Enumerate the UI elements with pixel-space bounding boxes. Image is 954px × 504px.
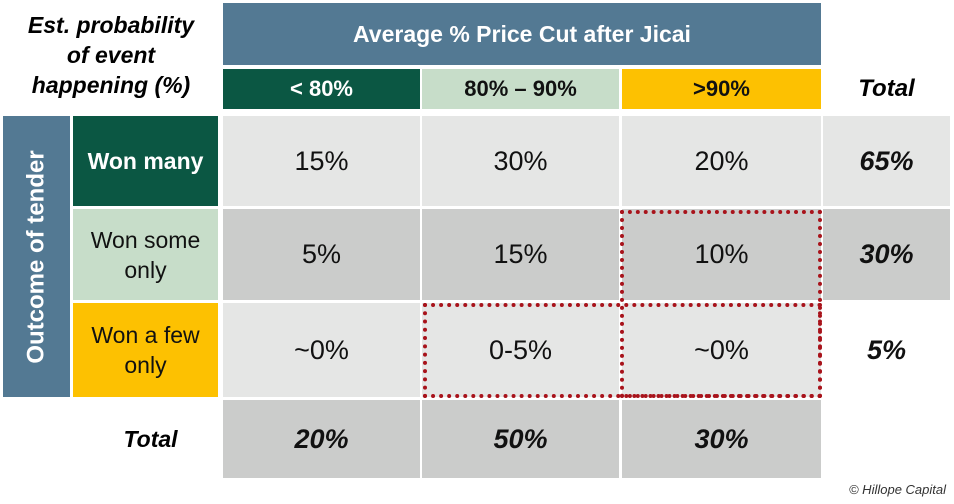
- row-label-won-many: Won many: [73, 116, 218, 206]
- column-total-cell: 30%: [622, 400, 821, 478]
- row-total-cell: 30%: [823, 209, 950, 300]
- column-group-header: Average % Price Cut after Jicai: [223, 3, 821, 65]
- table-cell: 5%: [223, 209, 420, 300]
- table-cell: 20%: [622, 116, 821, 206]
- table-cell: 10%: [622, 209, 821, 300]
- row-label-won-some: Won some only: [73, 209, 218, 300]
- corner-label-line-2: of event: [66, 42, 156, 68]
- row-total-cell: 5%: [823, 303, 950, 397]
- row-group-label: Outcome of tender: [22, 149, 50, 364]
- highlight-box-few-wins: [423, 303, 822, 398]
- table-cell: 30%: [422, 116, 619, 206]
- table-cell: ~0%: [622, 303, 821, 397]
- table-cell: 0-5%: [422, 303, 619, 397]
- table-cell: ~0%: [223, 303, 420, 397]
- corner-label: Est. probability of event happening (%): [0, 0, 222, 108]
- row-group-header: Outcome of tender: [3, 116, 70, 397]
- row-label-total: Total: [123, 425, 178, 452]
- table-cell: 15%: [422, 209, 619, 300]
- row-total-cell: 65%: [823, 116, 950, 206]
- column-header-80-90: 80% – 90%: [422, 69, 619, 109]
- corner-label-line-1: Est. probability: [27, 12, 195, 38]
- column-header-total: Total: [858, 75, 915, 102]
- row-label-won-few: Won a few only: [73, 303, 218, 397]
- column-total-cell: 20%: [223, 400, 420, 478]
- corner-label-line-3: happening (%): [31, 72, 191, 98]
- column-header-under-80: < 80%: [223, 69, 420, 109]
- column-total-cell: 50%: [422, 400, 619, 478]
- copyright-credit: © Hillope Capital: [848, 482, 946, 497]
- table-cell: 15%: [223, 116, 420, 206]
- column-header-over-90: >90%: [622, 69, 821, 109]
